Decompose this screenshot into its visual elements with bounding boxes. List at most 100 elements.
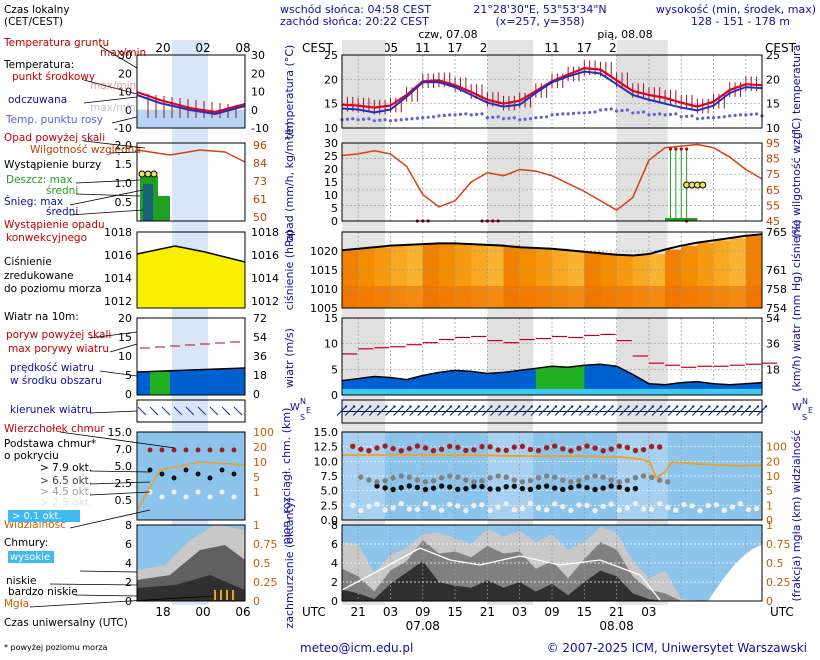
cloud-base-dot [471,483,477,490]
cloud-top-dot [406,445,413,452]
cloud-top-dot [382,443,388,449]
legend-wind-frame [136,317,246,396]
cloud-base-dot-low [438,507,445,513]
legend-press-tick: 1016 [104,249,132,262]
wind-arrow [449,406,460,416]
cloud-base-dot-mid [600,474,606,480]
cloud-base-dot-low [398,500,404,507]
legend-label: Mgła [4,598,29,610]
cloud-base-dot [584,484,590,491]
legend-connector [29,595,215,608]
dewpoint-point [388,119,393,123]
legend-vis-line [136,461,246,511]
cloud-base-dot-mid [543,473,550,479]
cloud-base-dot-mid [503,474,509,480]
wind-arrow [465,406,476,416]
wind-arrow-head [417,405,420,408]
humidity-tick: 85 [766,153,780,166]
dewpoint-point [437,114,441,118]
dewpoint-point [561,112,565,116]
legend-label: o pokryciu [4,450,59,462]
pressure-tick-left: 1005 [310,302,338,315]
cloud-base-dot [560,486,566,493]
precip-tick: 25 [324,150,338,163]
cloud-top-dot [438,446,445,452]
cloud-base-dot-mid [519,479,526,485]
dewpoint-point [609,107,613,111]
legend-fog [214,590,216,600]
legend-connector [99,370,138,377]
dewpoint-point [431,115,436,119]
cloud-base-dot [616,484,623,490]
legend-wind-tick: 10 [118,350,132,363]
dewpoint-point [405,117,409,121]
cloud-base-dot-low [463,507,469,514]
cloud-base-dot-low [705,502,711,509]
wind-arrow-head [409,405,412,408]
cloud-top-dot [374,445,380,451]
dewpoint-point [604,107,608,112]
legend-connector [74,594,138,597]
cloud-top-dot [495,447,501,453]
wind-arrow-head [352,405,356,408]
winddir-frame [341,399,763,424]
legend-storm [150,170,158,178]
humidity-tick: 75 [766,168,780,181]
dewpoint-point [679,115,683,119]
cloud-base-dot-mid [576,477,582,484]
legend-local-hour: 08 [235,41,250,55]
cloud-base-dot-mid [568,479,574,485]
cloud-base-dot-mid [430,478,437,484]
day2-label: pią, 08.08 [597,28,652,41]
cloud-base-dot-mid [446,473,453,479]
dewpoint-point [475,112,479,116]
cloud-base-dot-low [665,504,671,511]
cloud-frame [341,524,763,602]
cloud-base-dot [568,484,574,491]
legend-label: Wierzchołek chmur [4,423,105,435]
dir-s-r: S [802,413,807,422]
legend-low-dot [195,489,201,495]
legend-label: zredukowane [4,270,74,282]
dewpoint-point [442,113,446,117]
dewpoint-point [668,112,673,116]
cloud-base-dot-low [511,506,518,513]
utc-hour-tick: 15 [447,605,462,619]
legend-temp-tick-r: -10 [251,122,269,135]
legend-label: punkt środkowy [12,71,95,83]
legend-label: niskie [6,575,37,587]
wind-arrow-head [465,405,469,408]
dewpoint-point [421,116,425,120]
dewpoint-point [620,108,624,113]
wind-arrow [586,406,597,416]
pressure-tick-left: 1020 [310,245,338,258]
cloud-top-dot [414,443,421,449]
dewpoint-point [464,112,468,116]
dewpoint-point [534,116,538,120]
footnote: * powyżej poziomu morza [4,643,108,652]
cloud-base-dot [576,483,582,489]
wind-arrow-head [692,405,695,408]
wind-arrow-head [385,405,388,408]
wind-arrow-head [635,405,638,408]
cloud-base-dot [463,485,469,492]
dir-e-r: E [808,406,813,415]
legend-vis-tick: 7.0 [115,443,133,456]
dewpoint-point [491,115,495,119]
legend-wind-arrow [173,406,183,416]
cloud-base-dot [551,485,558,491]
legend-press-tick-r: 1016 [251,249,279,262]
wind-arrow-head [627,405,630,408]
cloud-top-dot [592,445,598,451]
legend-fog [220,590,222,600]
cloud-top-dot [576,445,582,452]
wind-tick-left: 10 [324,338,338,351]
legend-cloud-tick-r: 0 [253,595,260,608]
wind-arrow [425,406,436,416]
cloud-base-dot-mid [665,479,671,485]
legend-connector [89,470,151,473]
pressure-tick-right: 765 [766,226,787,239]
cloud-base-dot-low [527,500,534,507]
legend-label: odczuwana [8,94,67,106]
